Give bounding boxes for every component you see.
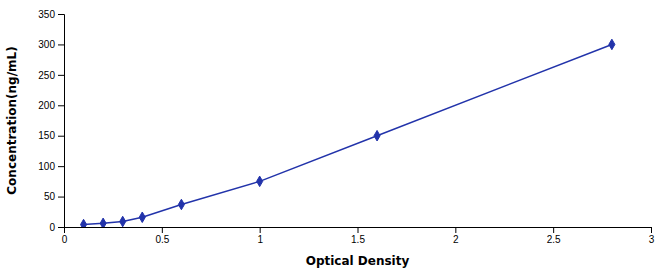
marker: [609, 39, 615, 50]
x-tick-mark: [260, 227, 261, 233]
y-tick: 50: [44, 191, 64, 202]
line: [84, 44, 612, 224]
y-tick-mark: [58, 136, 64, 137]
y-tick: 350: [38, 9, 64, 20]
y-tick-mark: [58, 44, 64, 45]
x-tick: 2: [453, 227, 459, 245]
y-tick-mark: [58, 197, 64, 198]
y-tick-label: 50: [44, 191, 56, 202]
marker: [374, 130, 380, 141]
marks: [81, 39, 615, 227]
y-tick-label: 0: [49, 222, 55, 233]
x-tick-mark: [358, 227, 359, 233]
marker: [100, 218, 106, 227]
y-tick: 0: [49, 222, 64, 233]
y-axis-title: Concentration(ng/mL): [5, 46, 19, 194]
x-tick-label: 3: [649, 234, 655, 245]
x-tick-label: 0.5: [155, 234, 169, 245]
x-tick-mark: [553, 227, 554, 233]
marker: [139, 212, 145, 223]
x-tick-mark: [455, 227, 456, 233]
x-tick-label: 2: [453, 234, 459, 245]
x-tick-label: 2.5: [547, 234, 561, 245]
y-tick-label: 350: [38, 9, 55, 20]
x-tick: 2.5: [547, 227, 561, 245]
x-axis-title: Optical Density: [306, 254, 410, 268]
y-tick-mark: [58, 105, 64, 106]
y-tick-label: 100: [38, 161, 55, 172]
x-tick-mark: [162, 227, 163, 233]
y-tick-mark: [58, 227, 64, 228]
x-tick: 0.5: [155, 227, 169, 245]
x-axis: 0 0.5 1 1.5 2 2.5 3: [62, 227, 655, 245]
y-tick-mark: [58, 166, 64, 167]
x-tick-label: 1.5: [351, 234, 365, 245]
x-tick: 3: [649, 227, 655, 245]
y-tick: 100: [38, 161, 64, 172]
marker: [178, 199, 184, 210]
y-tick: 250: [38, 70, 64, 81]
y-tick: 300: [38, 39, 64, 50]
x-tick: 1: [257, 227, 263, 245]
y-axis-line: [58, 15, 65, 228]
y-axis: 0 50 100 150 200 250 300 350: [38, 9, 64, 233]
x-tick: 1.5: [351, 227, 365, 245]
y-tick-label: 250: [38, 70, 55, 81]
x-tick-mark: [651, 227, 652, 233]
marker: [120, 216, 126, 227]
y-tick: 150: [38, 130, 64, 141]
chart-container: 0 0.5 1 1.5 2 2.5 3 0 50 100 150 200 250 300 350 Optica…: [0, 0, 671, 273]
y-tick-mark: [58, 75, 64, 76]
x-axis-line: [65, 228, 652, 234]
marker: [257, 176, 263, 187]
marker: [81, 219, 87, 227]
x-tick-label: 0: [62, 234, 68, 245]
y-tick: 200: [38, 100, 64, 111]
y-tick-label: 300: [38, 39, 55, 50]
x-tick-label: 1: [257, 234, 263, 245]
y-tick-label: 200: [38, 100, 55, 111]
plot-area: 0 0.5 1 1.5 2 2.5 3 0 50 100 150 200 250 300 350: [38, 9, 654, 245]
chart-svg: 0 0.5 1 1.5 2 2.5 3 0 50 100 150 200 250 300 350 Optica…: [0, 0, 671, 273]
y-tick-label: 150: [38, 130, 55, 141]
x-tick: 0: [62, 227, 68, 245]
y-tick-mark: [58, 14, 64, 15]
